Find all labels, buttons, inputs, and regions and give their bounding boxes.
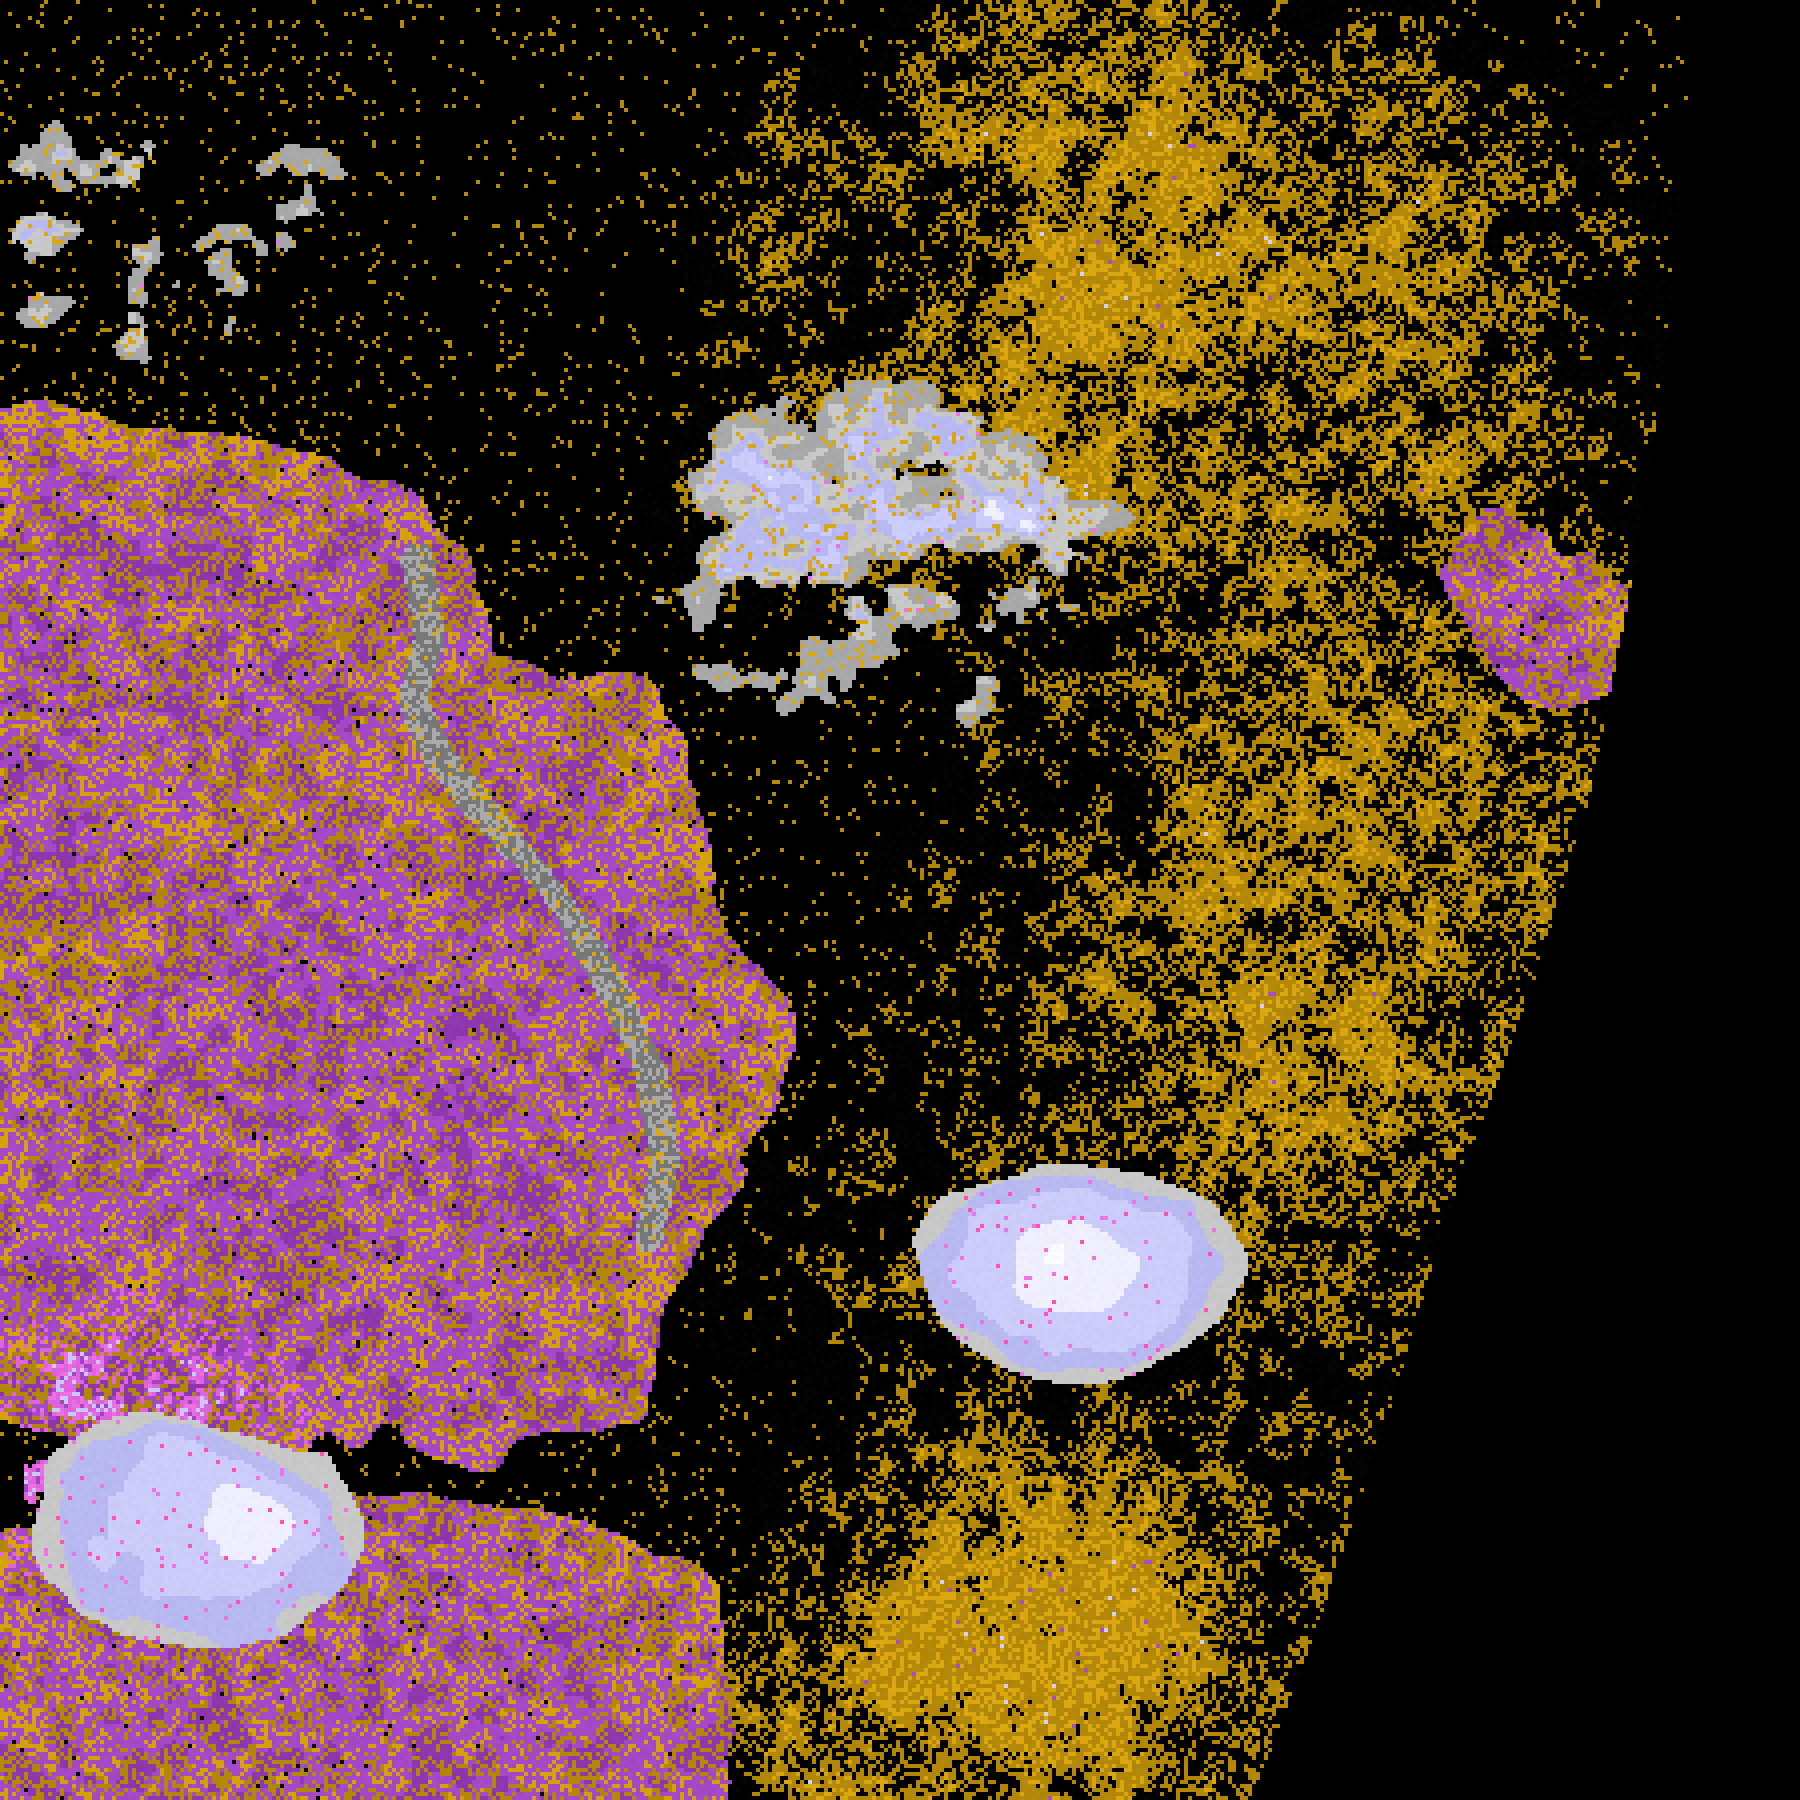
false-color-classification-raster bbox=[0, 0, 1800, 1800]
satellite-image-viewport bbox=[0, 0, 1800, 1800]
